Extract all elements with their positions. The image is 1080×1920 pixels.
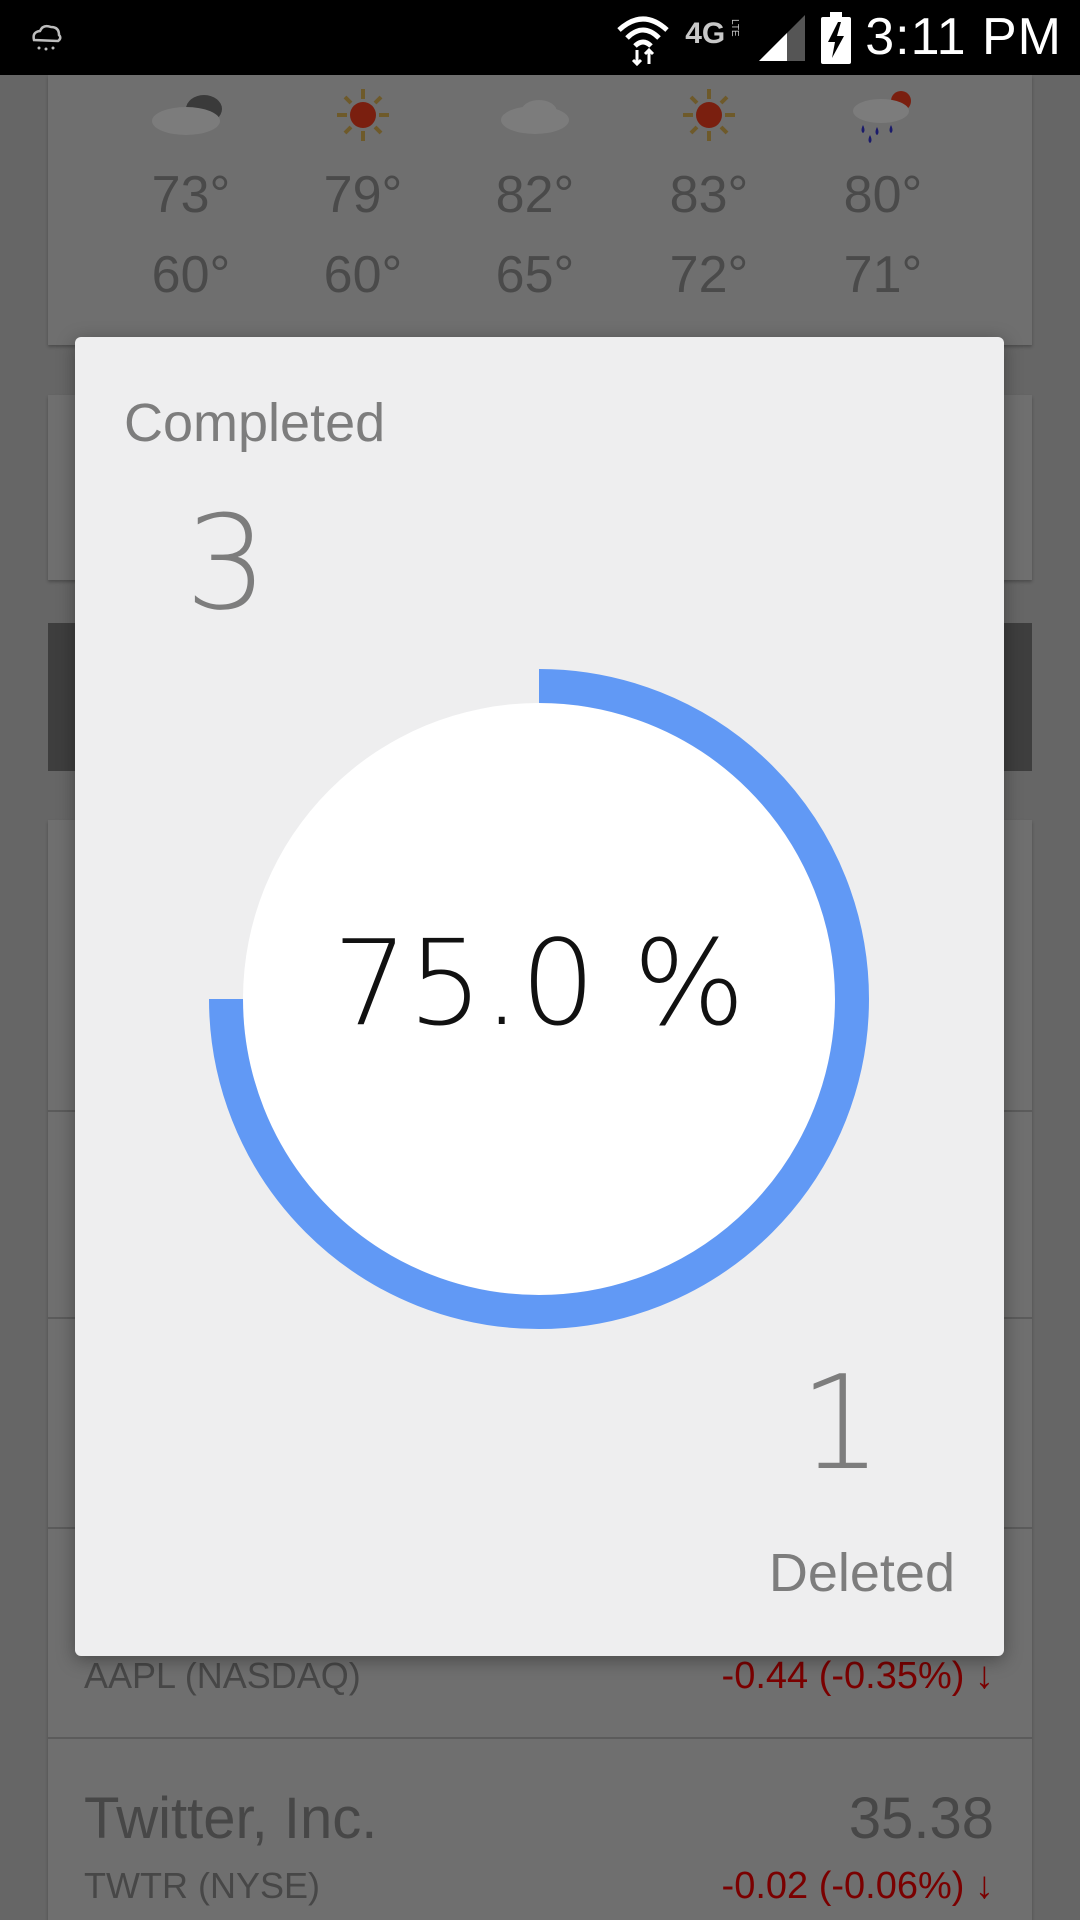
progress-ring	[209, 669, 869, 1329]
forecast-high: 83°	[669, 166, 749, 224]
completed-label: Completed	[124, 393, 386, 453]
status-bar: 4G LTE 3:11 PM	[0, 0, 1080, 75]
forecast-day: 73° 60°	[106, 75, 276, 315]
forecast-high: 80°	[843, 166, 923, 224]
progress-percent: 75.0 %	[332, 914, 746, 1052]
deleted-label: Deleted	[768, 1543, 955, 1603]
cell-signal-icon	[759, 14, 806, 61]
forecast-low: 65°	[495, 246, 575, 304]
sunny-icon	[337, 89, 389, 141]
sunny-icon	[683, 89, 735, 141]
forecast-low: 71°	[843, 246, 923, 304]
forecast-low: 60°	[151, 246, 231, 304]
forecast-high: 79°	[323, 166, 403, 224]
forecast-high: 82°	[495, 166, 575, 224]
forecast-low: 60°	[323, 246, 403, 304]
status-time: 3:11 PM	[865, 8, 1062, 66]
wifi-icon	[617, 16, 669, 66]
rain-sun-icon	[853, 91, 911, 143]
completed-count: 3	[185, 487, 268, 639]
forecast-day: 80° 71°	[798, 75, 968, 315]
cloudy-icon	[501, 100, 569, 134]
forecast-day: 83° 72°	[624, 75, 794, 315]
forecast-low: 72°	[669, 246, 749, 304]
stock-change: -0.44 (-0.35%) ↓	[721, 1655, 994, 1697]
partly-cloudy-icon	[152, 95, 222, 135]
weather-notification-icon	[32, 24, 62, 51]
stock-name: Twitter, Inc.	[84, 1786, 378, 1851]
progress-track	[243, 703, 835, 1295]
deleted-count: 1	[799, 1347, 882, 1499]
progress-arc	[209, 669, 869, 1329]
stock-ticker: TWTR (NYSE)	[84, 1865, 320, 1906]
forecast-day: 79° 60°	[278, 75, 448, 315]
forecast-day: 82° 65°	[450, 75, 620, 315]
network-type: 4G	[685, 16, 726, 50]
stock-price: 35.38	[848, 1786, 994, 1851]
stock-ticker: AAPL (NASDAQ)	[84, 1655, 361, 1696]
stats-dialog: Completed 3 75.0 % 1 Deleted	[75, 337, 1004, 1656]
lte-icon: 4G LTE	[685, 16, 741, 50]
battery-charging-icon	[821, 11, 852, 64]
forecast-high: 73°	[151, 166, 231, 224]
stock-change: -0.02 (-0.06%) ↓	[721, 1865, 994, 1907]
